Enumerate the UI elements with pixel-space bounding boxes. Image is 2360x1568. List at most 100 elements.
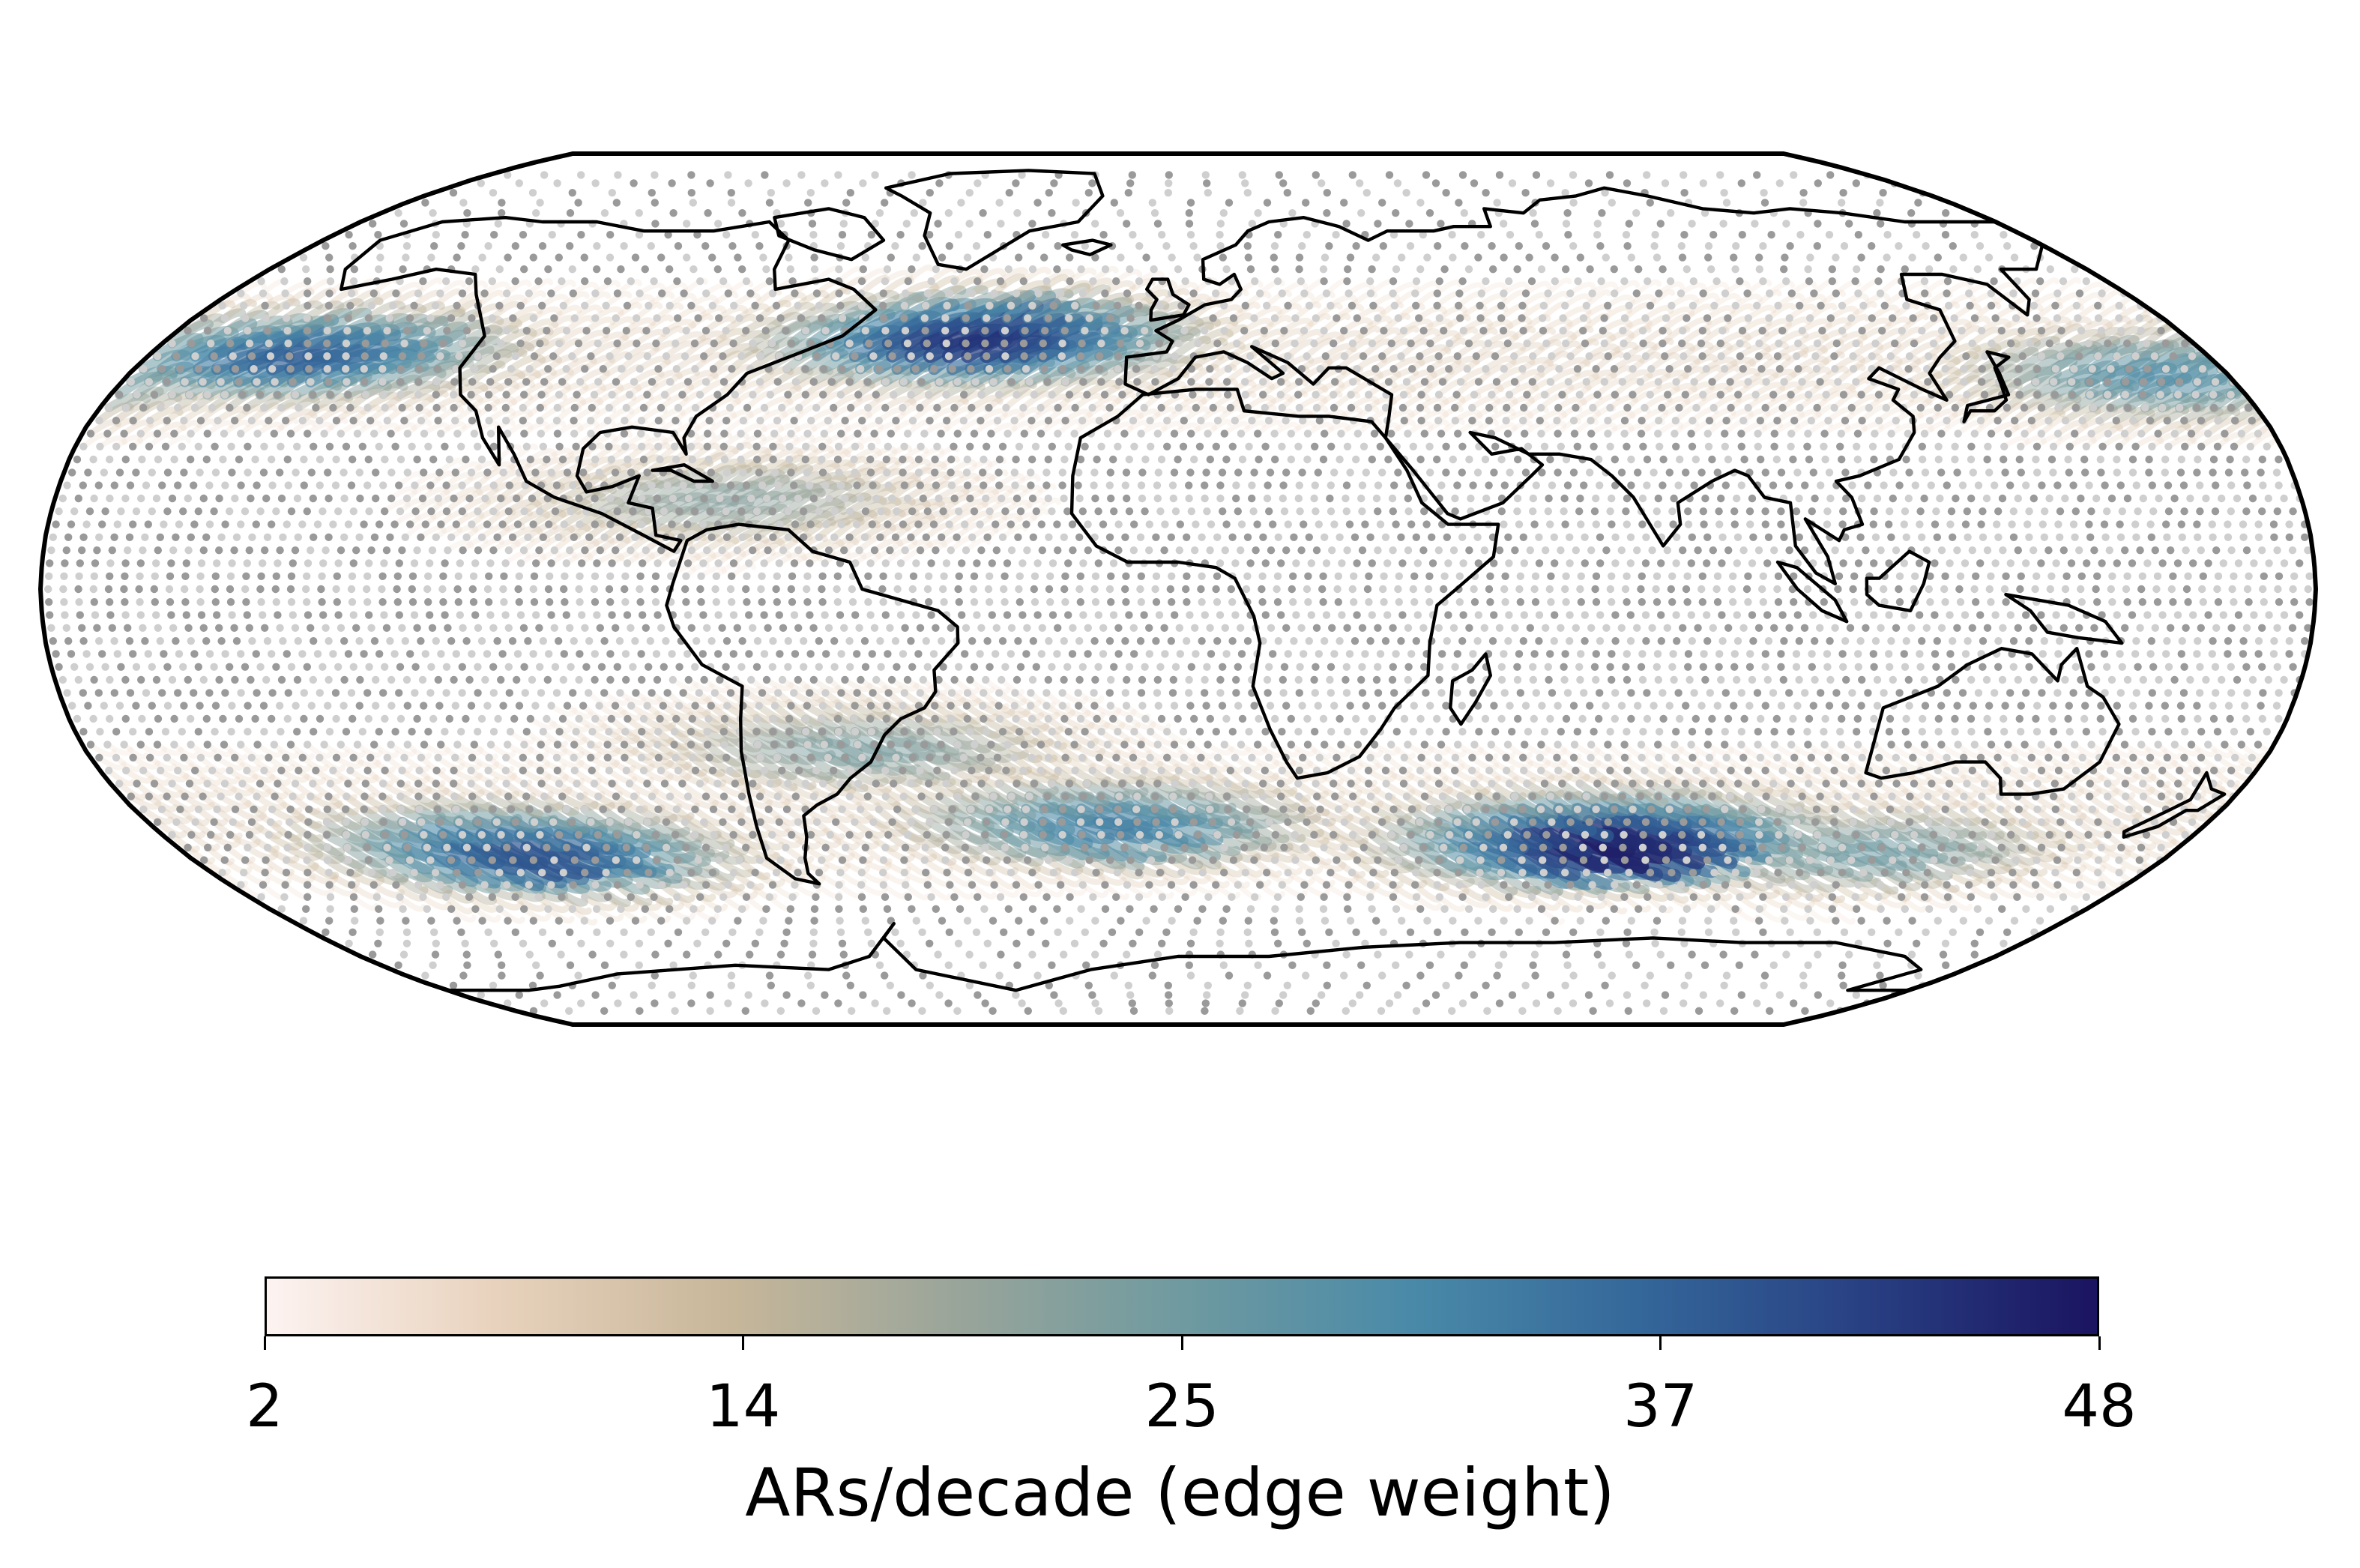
graph-node — [591, 991, 600, 999]
graph-node — [196, 753, 205, 762]
graph-node — [1611, 881, 1619, 889]
graph-node — [1229, 856, 1238, 864]
edge-arc — [880, 869, 911, 885]
graph-node — [1352, 928, 1360, 937]
graph-node — [946, 881, 954, 889]
graph-node — [642, 843, 651, 852]
graph-node — [948, 805, 957, 814]
graph-node — [474, 869, 483, 877]
graph-node — [1181, 893, 1189, 902]
graph-node — [1209, 766, 1218, 775]
edge-arc — [1889, 830, 1939, 859]
graph-node — [226, 830, 235, 839]
graph-node — [492, 818, 501, 827]
graph-node — [962, 830, 970, 839]
edge-arc — [1317, 806, 1354, 824]
graph-node — [600, 961, 609, 970]
edge-arc — [902, 869, 932, 884]
graph-node — [1054, 766, 1062, 775]
graph-node — [1316, 805, 1324, 814]
graph-node — [600, 1007, 609, 1016]
graph-node — [1654, 792, 1662, 800]
graph-node — [1967, 893, 1975, 902]
graph-node — [1446, 830, 1454, 839]
graph-node — [2054, 766, 2063, 775]
graph-node — [555, 917, 563, 925]
graph-node — [1923, 869, 1931, 877]
graph-node — [1834, 792, 1842, 800]
graph-node — [410, 869, 418, 877]
graph-node — [1510, 818, 1518, 827]
graph-node — [1306, 1007, 1315, 1016]
graph-node — [1688, 869, 1697, 877]
graph-node — [519, 939, 528, 948]
graph-node — [1483, 1007, 1491, 1016]
graph-node — [1551, 893, 1559, 902]
graph-node — [782, 928, 791, 937]
graph-node — [1070, 939, 1079, 948]
graph-node — [1021, 805, 1030, 814]
graph-node — [1059, 1007, 1068, 1016]
graph-node — [1340, 971, 1348, 980]
graph-node — [767, 981, 775, 990]
edge-arc — [788, 831, 821, 850]
graph-node — [1228, 893, 1236, 902]
graph-node — [1349, 792, 1357, 800]
graph-node — [489, 805, 497, 814]
graph-node — [453, 869, 461, 877]
graph-node — [1192, 766, 1201, 775]
graph-node — [402, 928, 411, 937]
graph-node — [1828, 905, 1836, 914]
graph-node — [385, 856, 393, 864]
graph-node — [1920, 893, 1929, 902]
graph-node — [1646, 780, 1654, 788]
graph-node — [587, 818, 595, 827]
graph-node — [2003, 928, 2012, 937]
edge-arc — [2121, 882, 2149, 901]
graph-node — [1904, 805, 1913, 814]
graph-node — [374, 939, 382, 948]
graph-node — [836, 869, 845, 877]
edge-arc — [1744, 881, 1780, 899]
graph-node — [1243, 928, 1252, 937]
graph-node — [1164, 981, 1173, 990]
graph-node — [543, 843, 551, 852]
graph-node — [1739, 805, 1747, 814]
graph-node — [421, 971, 429, 980]
graph-node — [1624, 1007, 1632, 1016]
edge-arc — [2046, 831, 2082, 852]
edge-arc — [710, 806, 745, 821]
graph-node — [1489, 905, 1497, 914]
edge-arc — [1419, 842, 1467, 874]
graph-node — [1470, 780, 1479, 788]
graph-node — [1054, 999, 1063, 1007]
graph-node — [1040, 917, 1048, 925]
graph-node — [1189, 928, 1198, 937]
edge-arc — [859, 869, 890, 884]
graph-node — [662, 818, 671, 827]
graph-node — [1840, 928, 1849, 937]
graph-node — [414, 881, 423, 889]
graph-node — [1157, 766, 1165, 775]
graph-node — [577, 999, 585, 1007]
graph-node — [1604, 818, 1612, 827]
edge-arc — [1394, 856, 1437, 878]
graph-node — [494, 950, 502, 959]
graph-node — [1929, 830, 1938, 839]
graph-node — [768, 830, 776, 839]
graph-node — [1331, 792, 1339, 800]
graph-node — [1744, 856, 1752, 864]
graph-node — [1066, 917, 1074, 925]
graph-node — [322, 928, 330, 937]
graph-node — [608, 981, 616, 990]
graph-node — [1101, 905, 1110, 914]
graph-node — [574, 830, 583, 839]
graph-node — [1572, 766, 1580, 775]
graph-node — [1597, 893, 1605, 902]
graph-node — [1265, 818, 1273, 827]
graph-node — [1042, 939, 1050, 948]
graph-node — [1945, 869, 1953, 877]
graph-node — [608, 780, 616, 788]
graph-node — [1297, 893, 1306, 902]
graph-node — [838, 939, 847, 948]
